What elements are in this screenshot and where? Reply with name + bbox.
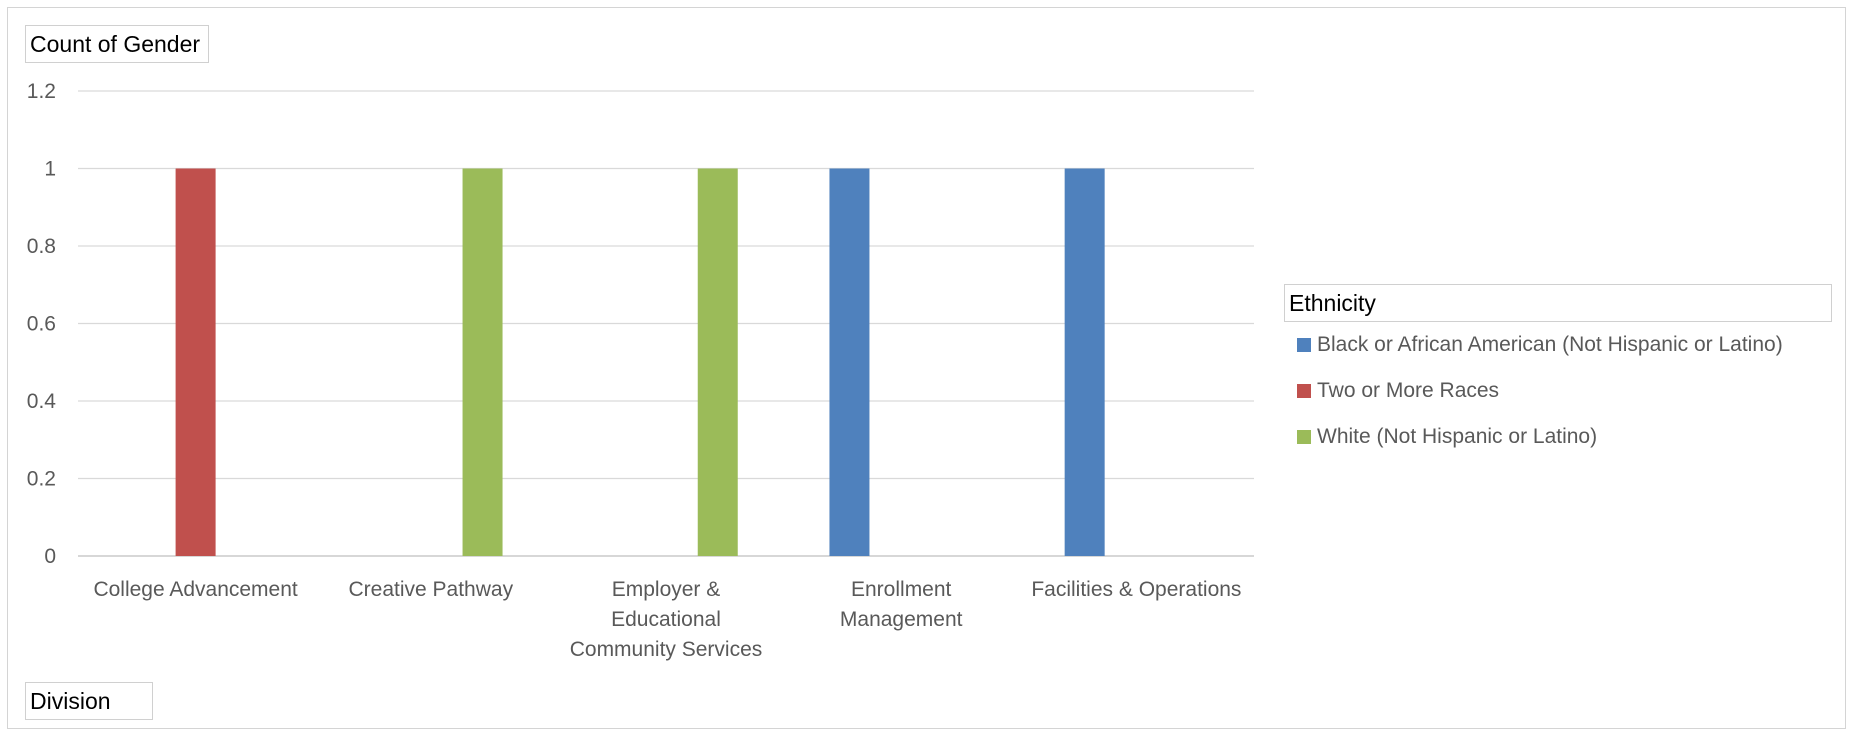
value-field-button[interactable]: Count of Gender <box>25 25 209 63</box>
y-axis-tick-labels: 0 0.2 0.4 0.6 0.8 1 1.2 <box>27 80 57 568</box>
legend-entry-black-or-african-american: Black or African American (Not Hispanic … <box>1297 330 1783 360</box>
legend-swatch <box>1297 430 1311 444</box>
x-category-label: College Advancement <box>93 578 297 601</box>
x-axis-category-labels: College Advancement Creative Pathway Emplo… <box>93 578 1241 661</box>
legend-label: Black or African American (Not Hispanic … <box>1317 333 1783 356</box>
y-tick-label: 1 <box>44 158 56 181</box>
y-tick-label: 0.8 <box>27 235 56 258</box>
x-category-label: Facilities & Operations <box>1031 578 1241 601</box>
legend-entry-two-or-more-races: Two or More Races <box>1297 376 1499 406</box>
x-category-label: Community Services <box>570 638 763 661</box>
legend-label: Two or More Races <box>1317 379 1500 402</box>
axis-field-button[interactable]: Division <box>25 682 153 720</box>
chart-frame <box>7 7 1846 729</box>
legend-field-button[interactable]: Ethnicity <box>1284 284 1832 322</box>
legend-entry-white: White (Not Hispanic or Latino) <box>1297 422 1597 452</box>
y-tick-label: 0 <box>44 545 56 568</box>
y-tick-label: 0.4 <box>27 390 57 413</box>
bar <box>697 168 738 556</box>
legend-label: White (Not Hispanic or Latino) <box>1317 425 1598 448</box>
bar <box>1064 168 1105 556</box>
bar <box>462 168 503 556</box>
x-category-label: Employer & <box>612 578 721 601</box>
bar <box>829 168 870 556</box>
bar <box>175 168 216 556</box>
y-tick-label: 1.2 <box>27 80 56 103</box>
legend-swatch <box>1297 384 1311 398</box>
gridlines <box>78 90 1254 557</box>
x-category-label: Management <box>840 608 963 631</box>
y-tick-label: 0.6 <box>27 313 56 336</box>
legend-swatch <box>1297 338 1311 352</box>
x-category-label: Educational <box>611 608 721 631</box>
bars <box>175 168 1105 556</box>
x-category-label: Creative Pathway <box>349 578 514 601</box>
x-category-label: Enrollment <box>851 578 952 601</box>
y-tick-label: 0.2 <box>27 468 56 491</box>
